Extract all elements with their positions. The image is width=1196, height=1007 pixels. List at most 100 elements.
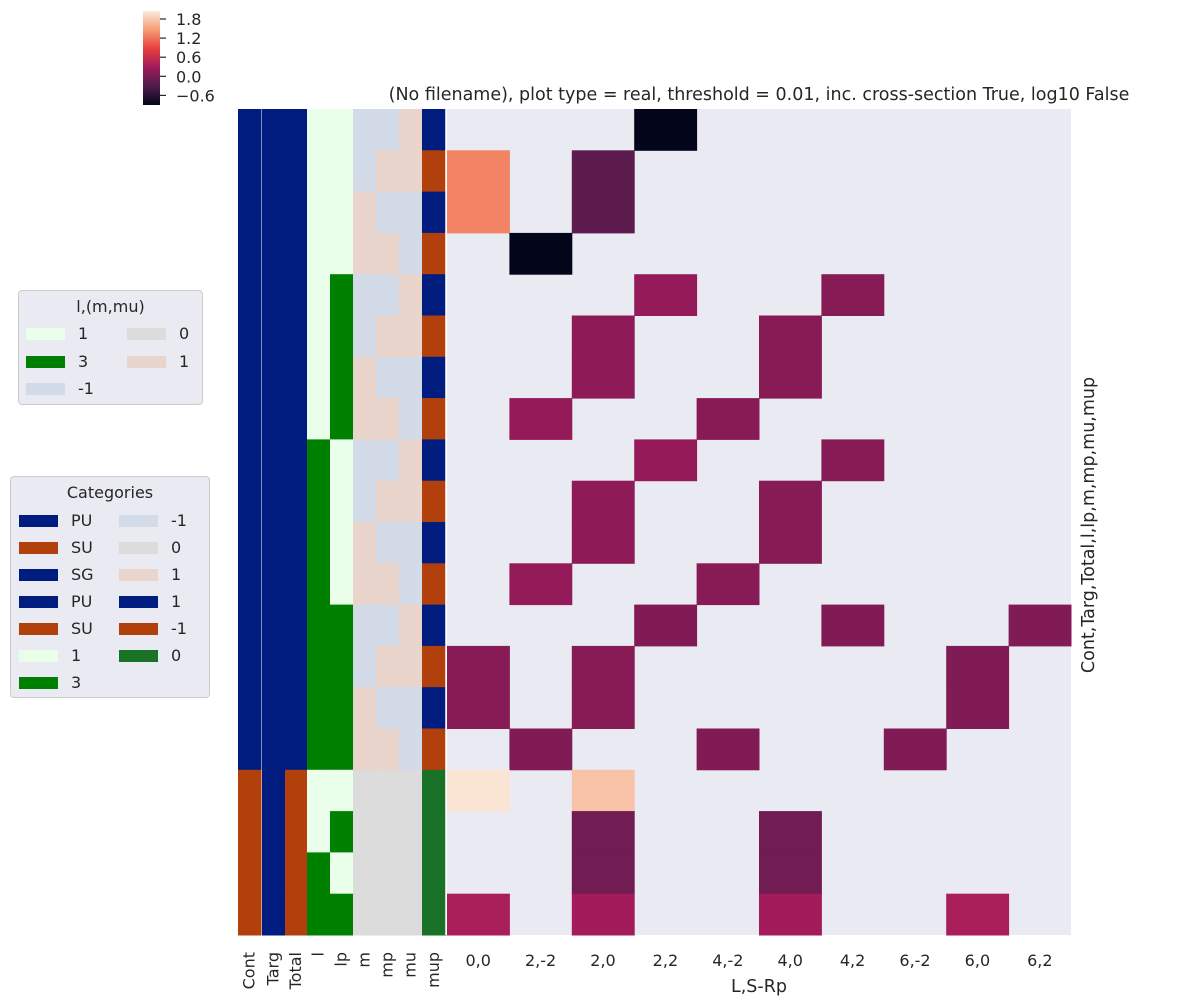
heatmap-cell (759, 811, 822, 853)
heatmap-grid (445, 109, 1072, 936)
legend-swatch (19, 515, 58, 527)
annotation-column-label: mu (401, 952, 420, 978)
annotation-cell-total (285, 232, 308, 275)
annotation-cell-targ (262, 232, 286, 275)
annotation-cell-total (285, 852, 308, 895)
annotation-cell-m (353, 645, 377, 688)
legend-swatch (19, 569, 58, 581)
annotation-cell-mu (399, 893, 423, 936)
annotation-cell-mup (422, 274, 447, 316)
annotation-cell-m (353, 356, 377, 399)
annotation-cell-lp (330, 274, 354, 316)
annotation-cell-l (307, 728, 331, 771)
annotation-column-label: mup (424, 952, 443, 988)
annotation-cell-lp (330, 522, 354, 564)
annotation-cell-cont (238, 852, 262, 895)
annotation-cell-m (353, 522, 377, 564)
x-tick-label: 2,0 (590, 951, 615, 970)
annotation-cell-mup (422, 563, 447, 606)
annotation-cell-mup (422, 398, 447, 440)
annotation-cell-l (307, 480, 331, 523)
annotation-cell-targ (262, 728, 286, 771)
x-tick-label: 6,0 (965, 951, 990, 970)
annotation-cell-cont (238, 356, 262, 399)
annotation-cell-m (353, 480, 377, 523)
heatmap-cell (509, 563, 573, 606)
heatmap-cell (696, 398, 760, 440)
annotation-cell-targ (262, 480, 286, 523)
annotation-cell-lp (330, 356, 354, 399)
annotation-cell-mup (422, 109, 447, 151)
annotation-cell-mp (376, 232, 400, 275)
annotation-cell-targ (262, 109, 286, 151)
annotation-cell-mu (399, 604, 423, 647)
annotation-cell-m (353, 232, 377, 275)
legend-l-m-mu: l,(m,mu) 1 3 -1 0 1 (18, 290, 203, 405)
annotation-cell-mup (422, 687, 447, 729)
heatmap-cell (447, 191, 510, 234)
annotation-cell-cont (238, 439, 262, 482)
annotation-cell-cont (238, 150, 262, 193)
annotation-cell-mup (422, 811, 447, 853)
annotation-cell-cont (238, 687, 262, 729)
annotation-cell-cont (238, 109, 262, 151)
annotation-cell-l (307, 604, 331, 647)
annotation-cell-l (307, 522, 331, 564)
annotation-cell-mup (422, 315, 447, 358)
heatmap-cell (571, 356, 635, 399)
annotation-cell-mu (399, 191, 423, 234)
annotation-cell-m (353, 191, 377, 234)
annotation-columns (238, 109, 447, 936)
annotation-cell-mu (399, 687, 423, 729)
colorbar-tick-label: −0.6 (176, 86, 215, 105)
annotation-cell-mp (376, 604, 400, 647)
heatmap-cell (509, 398, 573, 440)
legend-label: 0 (171, 538, 182, 557)
annotation-cell-targ (262, 563, 286, 606)
annotation-cell-m (353, 687, 377, 729)
annotation-cell-m (353, 852, 377, 895)
legend-label: 1 (171, 592, 182, 611)
colorbar-tick-label: 0.0 (176, 67, 201, 86)
annotation-cell-cont (238, 315, 262, 358)
annotation-cell-mp (376, 852, 400, 895)
annotation-cell-targ (262, 191, 286, 234)
heatmap-cell (571, 645, 635, 688)
heatmap-cell (634, 109, 698, 151)
annotation-cell-lp (330, 150, 354, 193)
heatmap-cell (946, 893, 1010, 936)
legend-label: -1 (171, 511, 187, 530)
annotation-cell-mu (399, 480, 423, 523)
legend-swatch (119, 569, 158, 581)
annotation-cell-targ (262, 398, 286, 440)
annotation-cell-total (285, 150, 308, 193)
annotation-cell-mup (422, 852, 447, 895)
annotation-cell-mu (399, 356, 423, 399)
annotation-cell-m (353, 728, 377, 771)
annotation-cell-mu (399, 150, 423, 193)
colorbar: 1.81.20.60.0−0.6 (143, 10, 215, 105)
annotation-cell-mu (399, 563, 423, 606)
annotation-cell-cont (238, 893, 262, 936)
annotation-cell-m (353, 811, 377, 853)
annotation-cell-targ (262, 769, 286, 812)
heatmap-cell (759, 480, 822, 523)
annotation-cell-mup (422, 645, 447, 688)
heatmap-cell (759, 315, 822, 358)
legend-label: 0 (179, 324, 190, 343)
legend-label: SU (71, 619, 93, 638)
annotation-cell-lp (330, 563, 354, 606)
annotation-cell-cont (238, 191, 262, 234)
heatmap-cell (759, 852, 822, 895)
annotation-cell-l (307, 274, 331, 316)
annotation-cell-lp (330, 109, 354, 151)
annotation-cell-mu (399, 811, 423, 853)
heatmap-cell (571, 852, 635, 895)
annotation-cell-targ (262, 315, 286, 358)
annotation-cell-lp (330, 852, 354, 895)
legend-swatch (26, 328, 65, 340)
annotation-cell-l (307, 563, 331, 606)
annotation-cell-l (307, 150, 331, 193)
annotation-cell-mup (422, 439, 447, 482)
